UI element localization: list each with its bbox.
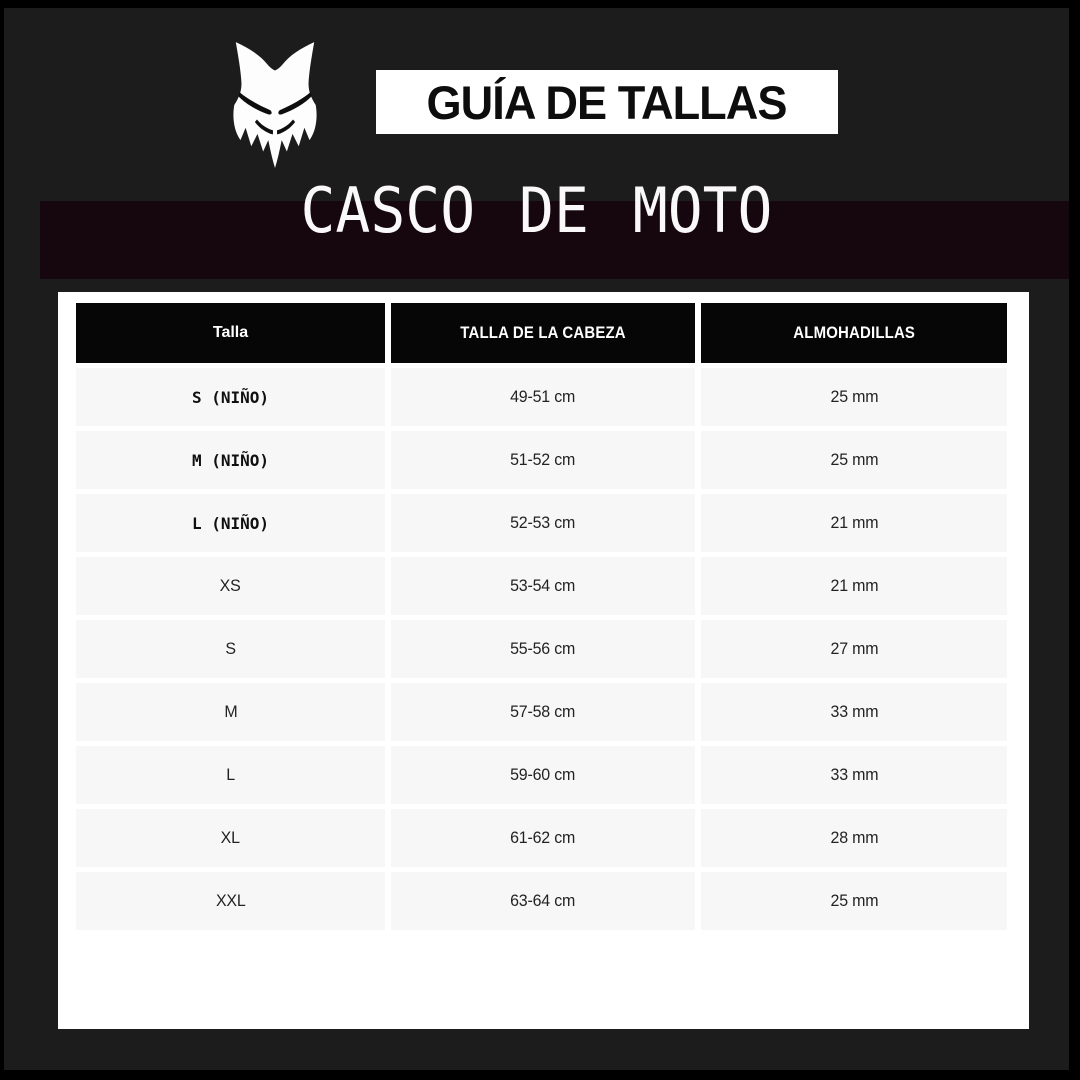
- column-header-talla-de-la-cabeza: TALLA DE LA CABEZA: [391, 303, 695, 363]
- cell-talla: L (NIÑO): [76, 494, 385, 552]
- cell-head-size: 57-58 cm: [391, 683, 695, 741]
- cell-head-size: 59-60 cm: [391, 746, 695, 804]
- cell-head-size: 52-53 cm: [391, 494, 695, 552]
- cell-talla: S: [76, 620, 385, 678]
- size-guide-badge: GUÍA DE TALLAS: [376, 70, 838, 134]
- cell-head-size: 61-62 cm: [391, 809, 695, 867]
- fox-head-icon: [228, 38, 322, 170]
- cell-head-size: 49-51 cm: [391, 368, 695, 426]
- column-header-talla: Talla: [76, 303, 385, 363]
- cell-pads: 28 mm: [701, 809, 1007, 867]
- cell-head-size: 63-64 cm: [391, 872, 695, 930]
- cell-talla: M (NIÑO): [76, 431, 385, 489]
- cell-pads: 21 mm: [701, 557, 1007, 615]
- product-title: CASCO DE MOTO: [300, 173, 773, 248]
- product-title-band: [40, 201, 1069, 279]
- cell-talla: M: [76, 683, 385, 741]
- cell-pads: 25 mm: [701, 872, 1007, 930]
- size-table-panel: Talla TALLA DE LA CABEZA ALMOHADILLAS S …: [58, 292, 1029, 1029]
- column-header-almohadillas: ALMOHADILLAS: [701, 303, 1007, 363]
- cell-head-size: 55-56 cm: [391, 620, 695, 678]
- cell-head-size: 53-54 cm: [391, 557, 695, 615]
- size-guide-badge-label: GUÍA DE TALLAS: [426, 75, 788, 129]
- cell-talla: XL: [76, 809, 385, 867]
- cell-pads: 21 mm: [701, 494, 1007, 552]
- cell-talla: XXL: [76, 872, 385, 930]
- cell-talla: S (NIÑO): [76, 368, 385, 426]
- cell-pads: 25 mm: [701, 431, 1007, 489]
- cell-pads: 27 mm: [701, 620, 1007, 678]
- cell-pads: 33 mm: [701, 746, 1007, 804]
- cell-pads: 25 mm: [701, 368, 1007, 426]
- cell-talla: L: [76, 746, 385, 804]
- size-table: Talla TALLA DE LA CABEZA ALMOHADILLAS S …: [76, 303, 1007, 930]
- cell-talla: XS: [76, 557, 385, 615]
- cell-pads: 33 mm: [701, 683, 1007, 741]
- cell-head-size: 51-52 cm: [391, 431, 695, 489]
